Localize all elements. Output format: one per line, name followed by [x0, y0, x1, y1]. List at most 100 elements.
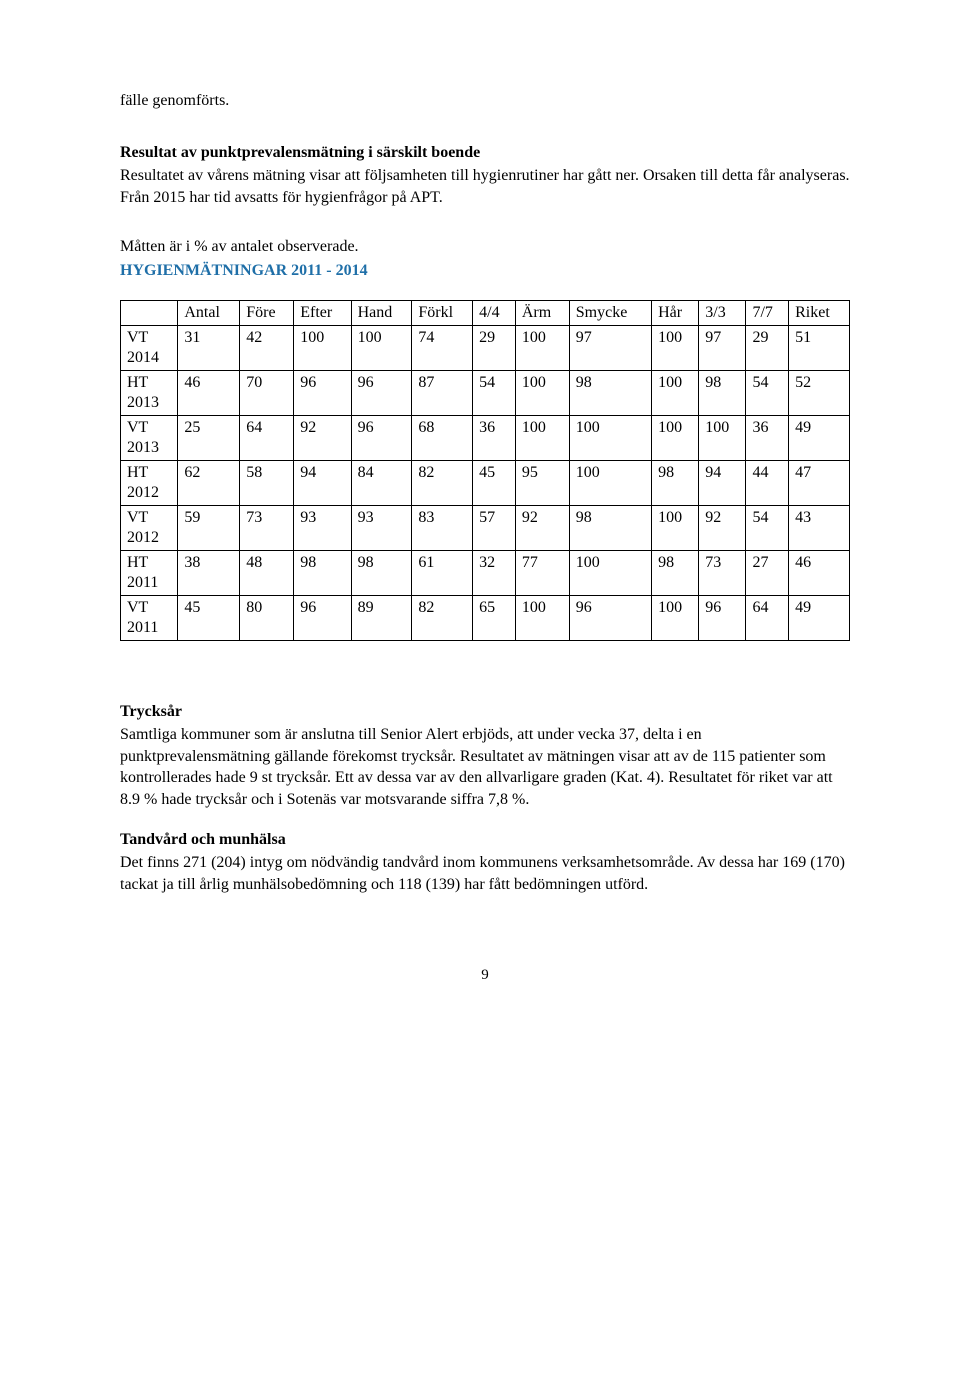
measure-note: Måtten är i % av antalet observerade.	[120, 236, 850, 258]
table-cell: 98	[351, 550, 412, 595]
table-cell: 52	[789, 370, 850, 415]
table-cell: 45	[178, 595, 240, 640]
table-cell: 96	[569, 595, 651, 640]
col-efter: Efter	[294, 300, 351, 325]
intro-fragment: fälle genomförts.	[120, 90, 850, 112]
table-cell: 29	[746, 325, 789, 370]
table-cell: 92	[294, 415, 351, 460]
table-cell: 77	[515, 550, 569, 595]
table-cell: 68	[412, 415, 473, 460]
table-cell: 100	[699, 415, 746, 460]
table-cell: 96	[351, 415, 412, 460]
table-cell: 73	[699, 550, 746, 595]
table-cell: 100	[652, 595, 699, 640]
table-cell: 49	[789, 415, 850, 460]
table-cell: 100	[569, 550, 651, 595]
table-cell: 92	[699, 505, 746, 550]
col-blank	[121, 300, 178, 325]
section-body-tandvard: Det finns 271 (204) intyg om nödvändig t…	[120, 852, 850, 895]
table-cell: 49	[789, 595, 850, 640]
section-body-resultat: Resultatet av vårens mätning visar att f…	[120, 165, 850, 208]
table-cell: 100	[569, 415, 651, 460]
table-cell: 100	[652, 415, 699, 460]
table-cell: 43	[789, 505, 850, 550]
table-cell: 100	[515, 370, 569, 415]
table-row: VT20125973939383579298100925443	[121, 505, 850, 550]
col-arm: Ärm	[515, 300, 569, 325]
col-riket: Riket	[789, 300, 850, 325]
table-cell: 100	[351, 325, 412, 370]
table-cell: 57	[473, 505, 516, 550]
page-number: 9	[120, 965, 850, 985]
table-cell: 54	[746, 370, 789, 415]
table-cell: 92	[515, 505, 569, 550]
table-cell: 100	[515, 415, 569, 460]
col-fore: Före	[240, 300, 294, 325]
table-cell: 32	[473, 550, 516, 595]
table-row: HT20126258948482459510098944447	[121, 460, 850, 505]
table-cell: 100	[652, 505, 699, 550]
table-cell: 54	[746, 505, 789, 550]
table-cell: 82	[412, 595, 473, 640]
table-cell: 51	[789, 325, 850, 370]
table-cell: 65	[473, 595, 516, 640]
table-cell: 95	[515, 460, 569, 505]
table-cell: 97	[569, 325, 651, 370]
row-label: VT2012	[121, 505, 178, 550]
table-cell: 46	[789, 550, 850, 595]
table-row: HT201346709696875410098100985452	[121, 370, 850, 415]
col-har: Hår	[652, 300, 699, 325]
table-cell: 73	[240, 505, 294, 550]
table-cell: 97	[699, 325, 746, 370]
row-label: VT2013	[121, 415, 178, 460]
col-4-4: 4/4	[473, 300, 516, 325]
table-cell: 93	[351, 505, 412, 550]
table-cell: 48	[240, 550, 294, 595]
table-row: VT20132564929668361001001001003649	[121, 415, 850, 460]
col-3-3: 3/3	[699, 300, 746, 325]
hygiene-table: Antal Före Efter Hand Förkl 4/4 Ärm Smyc…	[120, 300, 850, 641]
table-cell: 98	[699, 370, 746, 415]
table-cell: 38	[178, 550, 240, 595]
table-cell: 98	[569, 370, 651, 415]
table-cell: 96	[294, 595, 351, 640]
section-title-tandvard: Tandvård och munhälsa	[120, 829, 850, 851]
table-row: VT201145809689826510096100966449	[121, 595, 850, 640]
table-cell: 64	[240, 415, 294, 460]
col-forkl: Förkl	[412, 300, 473, 325]
table-cell: 100	[652, 370, 699, 415]
table-cell: 100	[294, 325, 351, 370]
table-cell: 29	[473, 325, 516, 370]
table-cell: 36	[473, 415, 516, 460]
table-cell: 93	[294, 505, 351, 550]
table-cell: 36	[746, 415, 789, 460]
table-cell: 61	[412, 550, 473, 595]
table-cell: 54	[473, 370, 516, 415]
row-label: HT2013	[121, 370, 178, 415]
row-label: VT2011	[121, 595, 178, 640]
table-cell: 87	[412, 370, 473, 415]
table-cell: 96	[294, 370, 351, 415]
table-cell: 25	[178, 415, 240, 460]
table-cell: 98	[652, 550, 699, 595]
table-cell: 82	[412, 460, 473, 505]
table-header-row: Antal Före Efter Hand Förkl 4/4 Ärm Smyc…	[121, 300, 850, 325]
table-cell: 74	[412, 325, 473, 370]
table-cell: 98	[569, 505, 651, 550]
table-cell: 100	[515, 325, 569, 370]
table-cell: 100	[515, 595, 569, 640]
table-cell: 98	[652, 460, 699, 505]
col-hand: Hand	[351, 300, 412, 325]
table-cell: 83	[412, 505, 473, 550]
table-cell: 100	[652, 325, 699, 370]
table-row: HT20113848989861327710098732746	[121, 550, 850, 595]
table-cell: 89	[351, 595, 412, 640]
col-7-7: 7/7	[746, 300, 789, 325]
col-antal: Antal	[178, 300, 240, 325]
section-title-resultat: Resultat av punktprevalensmätning i särs…	[120, 142, 850, 164]
table-cell: 44	[746, 460, 789, 505]
table-cell: 46	[178, 370, 240, 415]
table-cell: 47	[789, 460, 850, 505]
table-cell: 70	[240, 370, 294, 415]
table-cell: 80	[240, 595, 294, 640]
